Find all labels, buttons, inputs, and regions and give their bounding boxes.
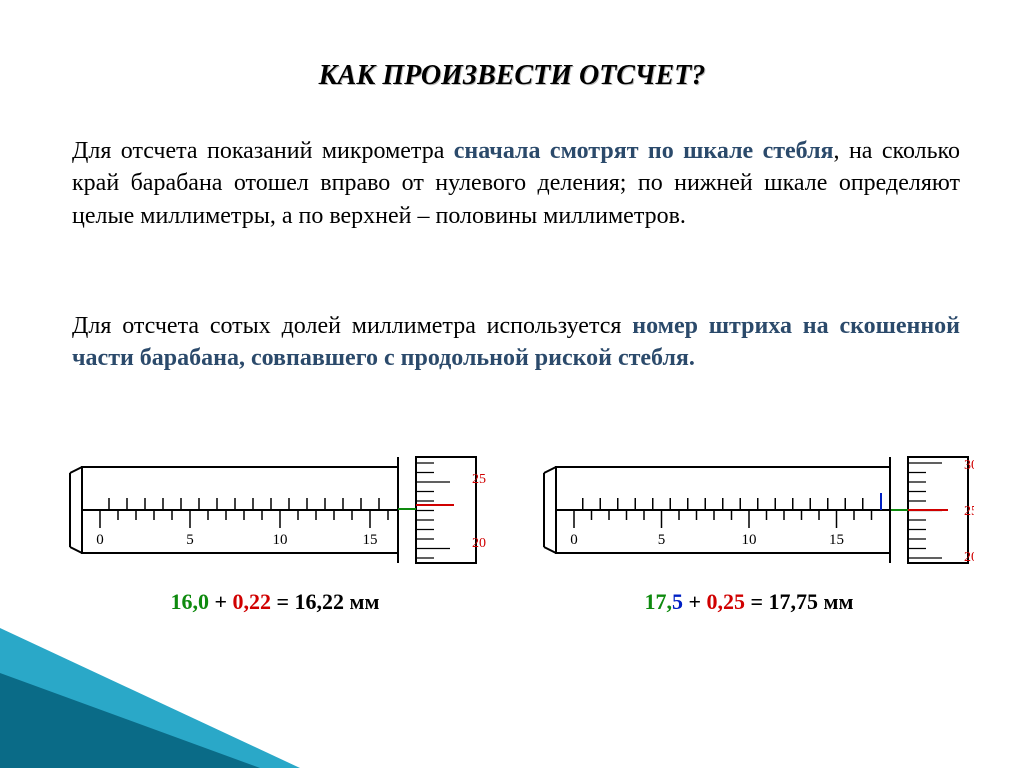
thimble-label-2: 20 [964, 550, 974, 565]
svg-text:15: 15 [363, 532, 378, 548]
eq-eq: = [745, 589, 769, 614]
paragraph-2: Для отсчета сотых долей миллиметра испол… [72, 310, 960, 375]
thimble-label-0: 30 [964, 458, 974, 473]
p1-pre: Для отсчета показаний микрометра [72, 138, 454, 164]
micrometer-left: 0 5 10 15 25 20 16,0 + 0,22 = 16,22 мм [60, 445, 490, 645]
equation-left: 16,0 + 0,22 = 16,22 мм [60, 589, 490, 615]
paragraph-1: Для отсчета показаний микрометра сначала… [72, 135, 960, 232]
svg-text:5: 5 [186, 532, 194, 548]
eq-eq: = [271, 589, 295, 614]
svg-text:0: 0 [570, 532, 578, 548]
thimble: 30 25 20 [881, 457, 974, 565]
eq-result: 17,75 мм [769, 589, 854, 614]
slide-title: КАК ПРОИЗВЕСТИ ОТСЧЕТ? [0, 60, 1024, 92]
svg-text:10: 10 [273, 532, 288, 548]
eq-a1: 17, [644, 589, 672, 614]
svg-text:5: 5 [658, 532, 666, 548]
eq-plus: + [683, 589, 707, 614]
thimble-label-lower: 20 [472, 536, 486, 551]
diagrams-row: 0 5 10 15 25 20 16,0 + 0,22 = 16,22 мм [60, 445, 964, 645]
eq-a: 16,0 [170, 589, 209, 614]
eq-b: 0,25 [707, 589, 746, 614]
eq-b: 0,22 [233, 589, 272, 614]
eq-result: 16,22 мм [295, 589, 380, 614]
sleeve-body [70, 467, 398, 553]
thimble-label-upper: 25 [472, 472, 486, 487]
eq-a2: 5 [672, 589, 683, 614]
eq-plus: + [209, 589, 233, 614]
svg-text:0: 0 [96, 532, 104, 548]
p1-bold: сначала смотрят по шкале стебля [454, 138, 834, 164]
thimble: 25 20 [398, 457, 486, 563]
thimble-label-1: 25 [964, 504, 974, 519]
svg-text:15: 15 [829, 532, 844, 548]
p2-pre: Для отсчета сотых долей миллиметра испол… [72, 313, 632, 339]
equation-right: 17,5 + 0,25 = 17,75 мм [534, 589, 964, 615]
svg-text:10: 10 [742, 532, 757, 548]
micrometer-right: 051015 30 25 20 17,5 + 0,25 = 17,75 мм [534, 445, 964, 645]
